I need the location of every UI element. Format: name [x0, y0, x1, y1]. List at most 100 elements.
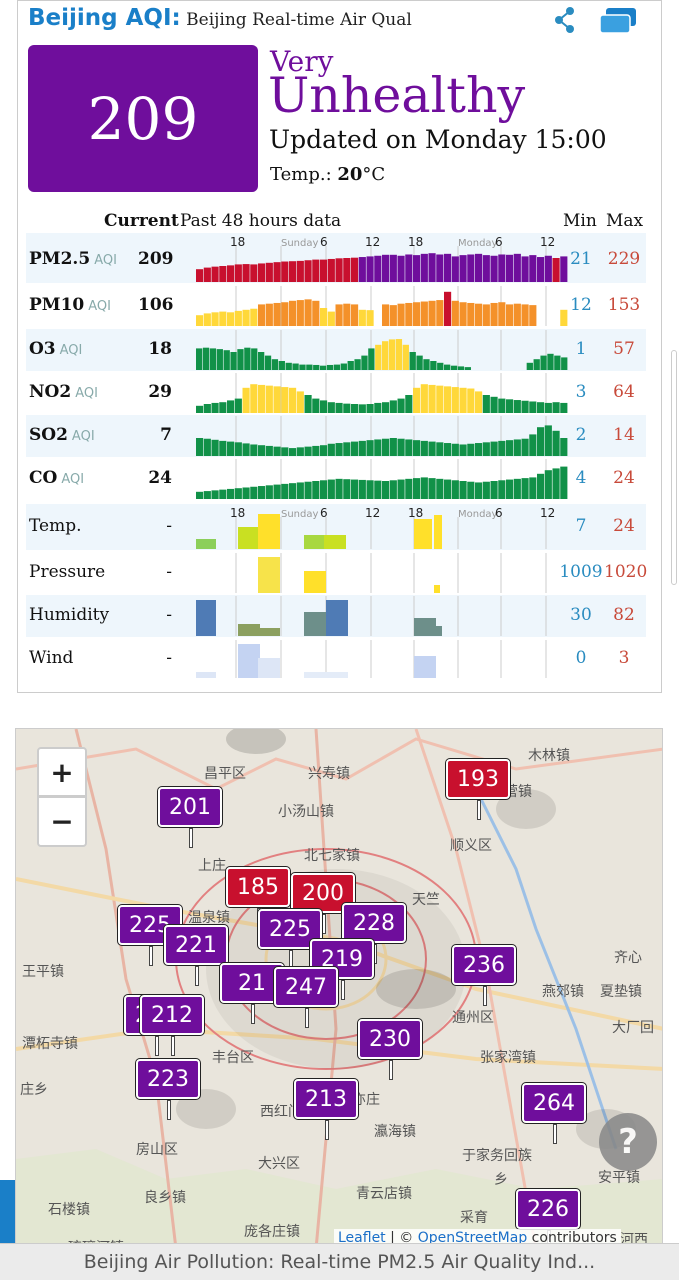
chart-bar [196, 405, 204, 413]
chart-bar [513, 303, 521, 326]
history-chart[interactable] [196, 596, 568, 636]
aqi-station-marker[interactable]: 223 [136, 1059, 200, 1119]
chart-bar [513, 439, 521, 456]
chart-bar [451, 443, 459, 456]
chart-bar [292, 363, 299, 370]
chart-bar [451, 300, 459, 326]
min-value: 1 [575, 339, 587, 359]
chart-bar [320, 445, 328, 456]
brand-title[interactable]: Beijing AQI [28, 5, 172, 31]
chart-bar [258, 557, 280, 593]
aqi-station-marker[interactable]: 219 [310, 939, 374, 999]
chart-bar [544, 402, 552, 413]
col-max: Max [606, 211, 644, 231]
chart-bar [227, 265, 235, 282]
row-label: NO2 AQI [29, 382, 98, 402]
chart-bar [273, 262, 281, 282]
chart-bar [459, 481, 467, 499]
aqi-station-marker[interactable]: 21 [220, 963, 284, 1023]
aqi-station-marker[interactable]: 221 [164, 925, 228, 985]
chart-bar [423, 359, 430, 370]
windows-icon[interactable] [598, 7, 638, 35]
chart-bar [219, 402, 227, 413]
chart-bar [250, 444, 258, 456]
chart-bar [529, 477, 537, 499]
map-place-label: 石楼镇 [48, 1202, 90, 1218]
chart-bar [451, 480, 459, 499]
aqi-station-marker[interactable]: 230 [358, 1019, 422, 1079]
chart-bar [414, 656, 436, 678]
chart-bar [444, 386, 452, 413]
chart-bar [219, 440, 227, 456]
map-place-label: 房山区 [136, 1142, 178, 1158]
time-label: Monday [458, 238, 498, 249]
row-label: CO AQI [29, 468, 85, 488]
chart-bar [343, 479, 351, 499]
history-chart[interactable] [196, 373, 568, 413]
osm-link[interactable]: OpenStreetMap [417, 1230, 528, 1246]
map-place-label: 丰台区 [212, 1050, 254, 1066]
aqi-station-marker[interactable]: 185 [226, 867, 290, 927]
aqi-station-marker[interactable]: 264 [522, 1083, 586, 1143]
map-place-label: 营镇 [504, 784, 532, 800]
chart-bar [327, 258, 335, 282]
map-place-label: 青云店镇 [356, 1186, 412, 1202]
chart-bar [521, 400, 529, 413]
aqi-station-marker[interactable]: 213 [294, 1079, 358, 1139]
chart-bar [312, 259, 320, 282]
chart-bar [304, 299, 312, 326]
aqi-station-marker[interactable]: 236 [452, 945, 516, 1005]
chart-bar [230, 352, 237, 370]
zoom-in-button[interactable]: + [37, 747, 87, 797]
chart-bar [395, 339, 403, 370]
aqi-station-marker[interactable]: 200 [291, 873, 355, 933]
chart-bar [366, 480, 374, 499]
chart-bar [540, 355, 547, 370]
chart-bar [203, 313, 211, 326]
history-chart[interactable] [196, 459, 568, 499]
chart-bar [459, 444, 467, 456]
history-chart[interactable] [196, 416, 568, 456]
history-chart[interactable] [196, 640, 568, 678]
chart-bar [436, 385, 444, 413]
map-place-label: 木林镇 [528, 748, 570, 764]
chart-bar [326, 364, 334, 370]
help-button[interactable]: ? [599, 1113, 657, 1171]
map-place-label: 天竺 [412, 892, 440, 908]
aqi-station-marker[interactable]: 212 [140, 995, 204, 1055]
chart-bar [211, 312, 219, 326]
chart-bar [219, 266, 227, 282]
browser-page-title[interactable]: Beijing Air Pollution: Real-time PM2.5 A… [0, 1243, 679, 1280]
chart-bar [475, 443, 483, 456]
chart-bar [366, 256, 374, 282]
aqi-station-marker[interactable]: 228 [342, 903, 406, 963]
chart-bar [436, 254, 444, 282]
aqi-station-marker[interactable]: 193 [446, 759, 510, 819]
chart-bar [351, 304, 359, 326]
aqi-station-marker[interactable]: 247 [274, 967, 338, 1027]
aqi-station-marker[interactable]: 226 [516, 1189, 580, 1247]
share-icon[interactable] [550, 5, 580, 35]
history-chart[interactable] [196, 553, 568, 593]
chart-bar [397, 255, 405, 282]
history-chart[interactable] [196, 330, 568, 370]
chart-bar [397, 398, 405, 413]
scrollbar[interactable] [671, 350, 677, 585]
aqi-unit: AQI [71, 429, 95, 444]
history-chart[interactable] [196, 286, 568, 326]
chart-bar [420, 253, 428, 282]
chart-bar [258, 514, 280, 549]
chart-bar [490, 302, 498, 326]
aqi-station-marker[interactable]: 201 [158, 787, 222, 847]
chart-bar [498, 302, 506, 326]
col-current: Current [104, 211, 179, 231]
station-map[interactable]: 昌平区 兴寿镇 木林镇 小汤山镇 营镇 北七家镇 顺义区 上庄 温泉镇 天竺 王平镇 燕郊镇 夏垫镇 齐心… [15, 728, 663, 1248]
chart-bar [428, 384, 436, 413]
map-place-label: 夏垫镇 [600, 984, 642, 1000]
zoom-out-button[interactable]: − [37, 797, 87, 847]
chart-bar [552, 258, 560, 282]
chart-bar [320, 308, 328, 326]
leaflet-link[interactable]: Leaflet [338, 1230, 386, 1246]
